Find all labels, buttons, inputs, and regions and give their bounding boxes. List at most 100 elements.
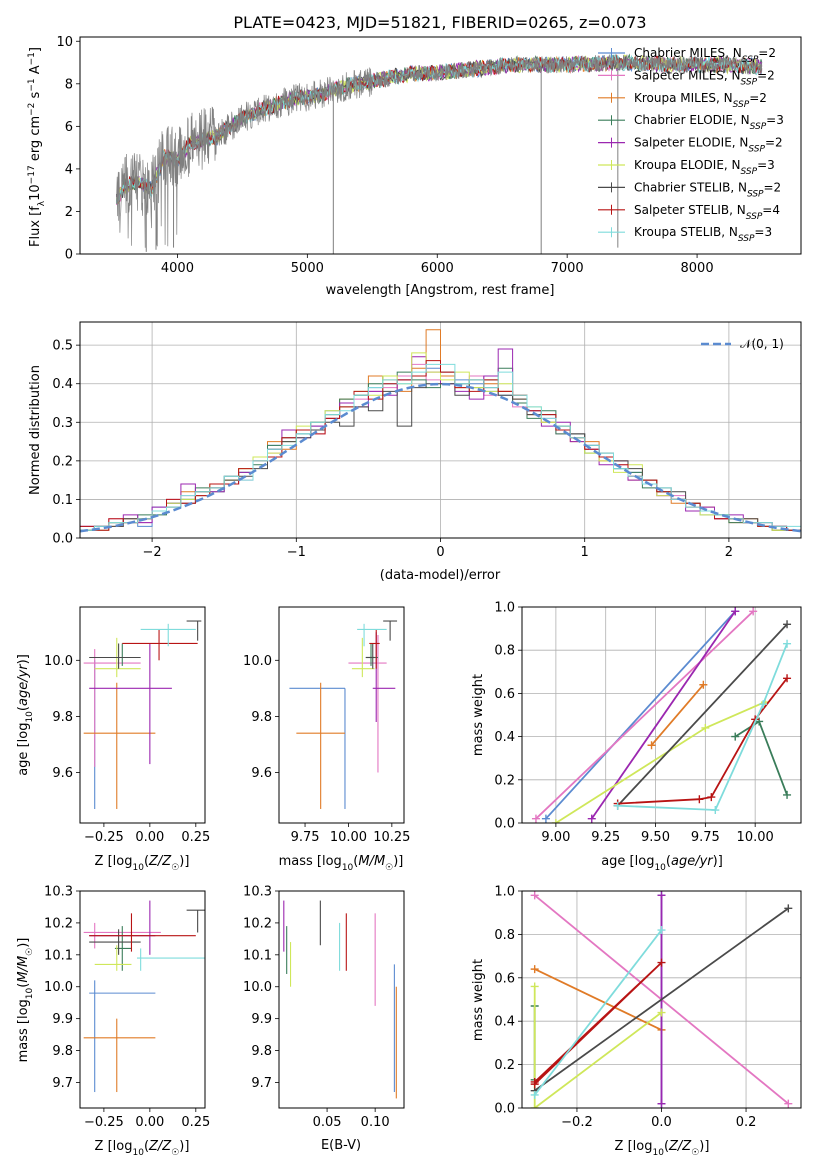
x-tick-label: −2 (143, 545, 162, 560)
series-kroupa_elodie (530, 982, 666, 1108)
histogram-kroupa_stelib (80, 363, 801, 538)
y-tick-label: 0.0 (52, 532, 73, 547)
y-tick-label: 0 (65, 248, 73, 263)
data-point (587, 814, 596, 823)
series-salpeter_miles (531, 607, 758, 823)
errorbar-salpeter_stelib (89, 913, 196, 952)
x-axis-label: mass [log10(M/M☉)] (279, 854, 404, 873)
x-tick-label: 0.2 (736, 1115, 757, 1130)
y-tick-label: 9.6 (251, 766, 272, 781)
axes-frame (79, 321, 802, 539)
plot-area (283, 900, 397, 1099)
series-line (617, 677, 788, 805)
y-tick-label: 9.8 (52, 1044, 73, 1059)
x-tick-label: 0.05 (313, 1115, 342, 1130)
chart-age_vs_Z: −0.25 0.00 0.25 9.6 9.8 10.0 (44, 606, 210, 845)
x-axis-label: Z [log10(Z/Z☉)] (615, 1139, 710, 1158)
y-tick-label: 9.7 (52, 1076, 73, 1091)
data-point (530, 1104, 539, 1108)
y-tick-label: 10.0 (243, 654, 272, 669)
data-point (711, 806, 720, 815)
legend-entry-label: Kroupa ELODIE, NSSP=3 (634, 158, 775, 177)
y-tick-label: 0.4 (494, 1015, 515, 1030)
plot-area (115, 53, 763, 254)
series-line (533, 929, 663, 1096)
data-point (707, 793, 716, 802)
legend-entry-label: Chabrier STELIB, NSSP=2 (634, 180, 781, 199)
data-point (731, 607, 740, 616)
errorbar-chabrier_stelib (186, 909, 205, 933)
y-axis-label: mass weight (471, 674, 486, 756)
plot-area (80, 329, 801, 538)
legend-entry-label: Chabrier ELODIE, NSSP=3 (634, 113, 784, 132)
data-point (783, 620, 792, 629)
errorbar-kroupa_miles (296, 682, 345, 809)
y-tick-label: 0.8 (494, 928, 515, 943)
data-point (783, 674, 792, 683)
data-point (657, 1008, 666, 1017)
series-line (617, 623, 788, 807)
y-tick-label: 0.0 (494, 817, 515, 832)
x-tick-label: 0 (436, 545, 444, 560)
chart-residuals: −2 −1 0 1 2 0.0 0.1 0.2 0.3 0.4 0.5 (52, 321, 802, 560)
y-tick-label: 0.6 (494, 687, 515, 702)
y-tick-label: 9.6 (52, 766, 73, 781)
x-tick-label: 10.25 (373, 830, 410, 845)
x-tick-label: 10.00 (737, 830, 774, 845)
y-tick-label: 8 (65, 77, 73, 92)
errorbar-chabrier_elodie (114, 926, 132, 971)
data-point (695, 795, 704, 804)
y-tick-label: 9.8 (251, 710, 272, 725)
y-tick-label: 0.6 (494, 971, 515, 986)
x-tick-label: 9.25 (591, 830, 620, 845)
y-tick-label: 10.3 (44, 885, 73, 900)
data-point (531, 814, 540, 823)
plot-area (83, 620, 202, 809)
errorbar-kroupa_miles (83, 682, 156, 809)
axes-frame (278, 606, 405, 824)
x-tick-label: 0.10 (361, 1115, 390, 1130)
axes-frame (521, 606, 802, 824)
series-kroupa_miles (647, 680, 708, 750)
y-tick-label: 9.8 (251, 1044, 272, 1059)
series-line (534, 961, 663, 1085)
legend-entry-label: Kroupa MILES, NSSP=2 (634, 91, 767, 110)
y-tick-label: 0.2 (52, 454, 73, 469)
axes-frame (79, 606, 206, 824)
x-tick-label: 9.75 (691, 830, 720, 845)
data-point (541, 814, 550, 823)
data-point (749, 607, 758, 616)
y-tick-label: 10.0 (44, 980, 73, 995)
legend-entry-label: 𝒩(0, 1) (740, 337, 784, 351)
y-tick-label: 10.1 (44, 948, 73, 963)
x-axis-label: (data-model)/error (380, 568, 501, 583)
x-tick-label: 10.00 (330, 830, 367, 845)
y-tick-label: 0.2 (494, 773, 515, 788)
normal-curve (80, 382, 801, 533)
x-tick-label: 4000 (161, 261, 194, 276)
y-tick-label: 10.0 (44, 654, 73, 669)
y-tick-label: 9.7 (251, 1076, 272, 1091)
data-point (530, 982, 539, 991)
x-axis-label: Z [log10(Z/Z☉)] (95, 1139, 190, 1158)
data-point (530, 1090, 539, 1099)
x-tick-label: 9.00 (541, 830, 570, 845)
y-tick-label: 10.0 (243, 980, 272, 995)
y-tick-label: 0.1 (52, 493, 73, 508)
errorbar-salpeter_stelib (369, 629, 380, 669)
series-line (535, 610, 754, 820)
series-line (534, 968, 662, 1031)
y-tick-label: 9.9 (251, 1012, 272, 1027)
x-tick-label: 7000 (551, 261, 584, 276)
x-tick-label: 0.25 (181, 1115, 210, 1130)
y-tick-label: 0.4 (494, 730, 515, 745)
series-kroupa_stelib (613, 639, 792, 815)
legend-entry-label: Chabrier MILES, NSSP=2 (634, 46, 776, 65)
axes-frame (79, 890, 206, 1109)
x-tick-label: 9.75 (291, 830, 320, 845)
data-point (657, 1099, 666, 1108)
series-chabrier_miles (541, 607, 740, 823)
legend-entry-label: Salpeter STELIB, NSSP=4 (634, 203, 780, 222)
series-salpeter_elodie (587, 607, 740, 823)
errorbar-chabrier_stelib (365, 643, 375, 669)
